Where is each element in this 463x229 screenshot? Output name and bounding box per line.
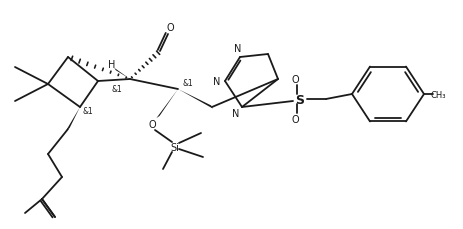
Text: &1: &1 [112, 85, 122, 94]
Text: Si: Si [170, 142, 180, 152]
Text: O: O [166, 23, 174, 33]
Text: O: O [291, 114, 299, 124]
Text: &1: &1 [182, 79, 194, 88]
Polygon shape [178, 90, 213, 109]
Text: O: O [291, 75, 299, 85]
Text: H: H [108, 60, 116, 70]
Text: &1: &1 [82, 107, 94, 116]
Text: N: N [232, 109, 240, 118]
Polygon shape [67, 108, 80, 130]
Text: O: O [148, 120, 156, 129]
Text: N: N [234, 44, 242, 54]
Text: S: S [295, 93, 305, 106]
Text: N: N [213, 77, 221, 87]
Polygon shape [114, 68, 130, 80]
Polygon shape [156, 90, 178, 119]
Text: CH₃: CH₃ [430, 90, 446, 99]
